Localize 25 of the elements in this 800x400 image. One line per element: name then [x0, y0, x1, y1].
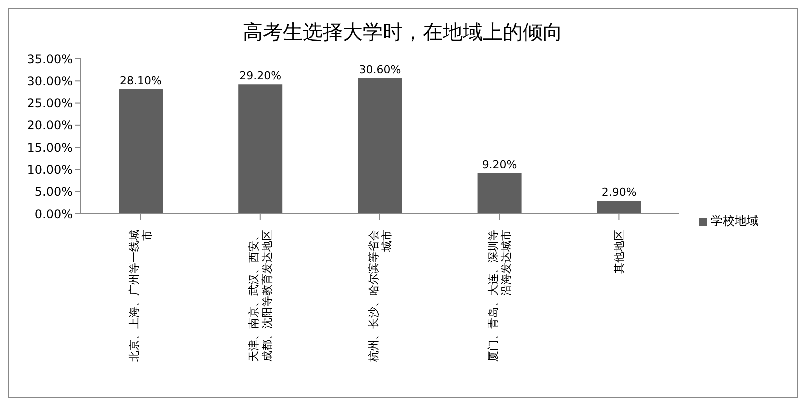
x-tick-label: 天津、南京、武汉、西安、成都、沈阳等教育发达地区	[248, 230, 274, 362]
y-tick-label: 30.00%	[27, 74, 73, 88]
legend-label: 学校地域	[711, 214, 759, 228]
data-label: 2.90%	[602, 186, 637, 200]
data-label: 29.20%	[240, 70, 282, 83]
y-tick-label: 0.00%	[34, 207, 73, 222]
bar	[119, 90, 163, 214]
data-label: 9.20%	[482, 158, 518, 172]
y-tick-label: 10.00%	[27, 162, 73, 177]
data-label: 28.10%	[120, 74, 162, 88]
x-tick-label: 厦门、青岛、大连、深圳等沿海发达城市	[486, 230, 514, 362]
y-tick-label: 35.00%	[27, 52, 73, 66]
bar	[478, 173, 522, 214]
x-tick-label: 其他地区	[613, 230, 626, 274]
y-tick-label: 25.00%	[27, 96, 73, 111]
bar	[238, 84, 283, 214]
data-label: 30.60%	[359, 63, 402, 76]
y-tick-label: 5.00%	[34, 185, 73, 200]
chart-title: 高考生选择大学时，在地域上的倾向	[242, 19, 564, 46]
y-tick-label: 15.00%	[27, 140, 73, 155]
x-tick-label: 北京、上海、广州等一线城市	[128, 230, 154, 362]
y-tick-label: 20.00%	[27, 118, 73, 133]
x-tick-label: 杭州、长沙、哈尔滨等省会城市	[367, 230, 394, 363]
bar	[597, 201, 642, 214]
bar	[358, 78, 402, 214]
